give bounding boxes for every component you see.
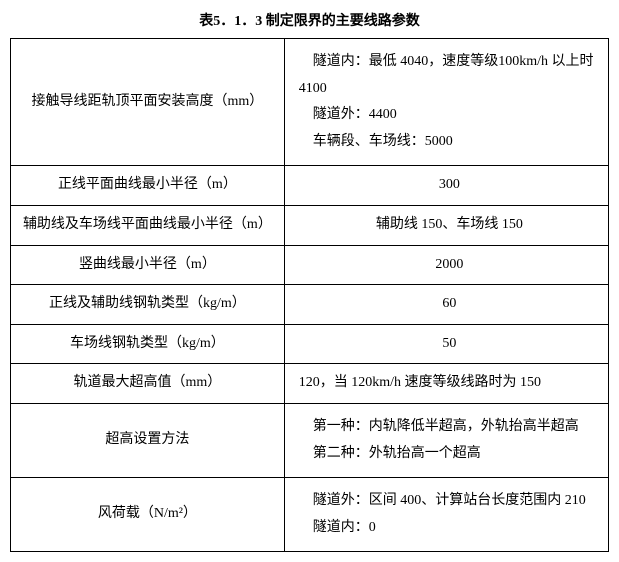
parameter-value: 第一种：内轨降低半超高，外轨抬高半超高 第二种：外轨抬高一个超高 [284, 403, 608, 477]
parameter-value: 辅助线 150、车场线 150 [284, 205, 608, 245]
table-row: 车场线钢轨类型（kg/m）50 [11, 324, 609, 364]
table-row: 竖曲线最小半径（m）2000 [11, 245, 609, 285]
table-row: 接触导线距轨顶平面安装高度（mm） 隧道内：最低 4040，速度等级100km/… [11, 39, 609, 166]
value-line: 第一种：内轨降低半超高，外轨抬高半超高 [299, 414, 600, 441]
table-row: 轨道最大超高值（mm）120，当 120km/h 速度等级线路时为 150 [11, 364, 609, 404]
value-line: 隧道内：0 [299, 515, 600, 542]
table-row: 风荷载（N/m²） 隧道外：区间 400、计算站台长度范围内 210 隧道内：0 [11, 478, 609, 552]
parameter-value: 300 [284, 166, 608, 206]
table-row: 超高设置方法 第一种：内轨降低半超高，外轨抬高半超高 第二种：外轨抬高一个超高 [11, 403, 609, 477]
parameter-label: 辅助线及车场线平面曲线最小半径（m） [11, 205, 285, 245]
table-row: 辅助线及车场线平面曲线最小半径（m）辅助线 150、车场线 150 [11, 205, 609, 245]
parameter-label: 风荷载（N/m²） [11, 478, 285, 552]
parameter-value: 120，当 120km/h 速度等级线路时为 150 [284, 364, 608, 404]
parameter-label: 正线及辅助线钢轨类型（kg/m） [11, 285, 285, 325]
value-line: 隧道外：4400 [299, 102, 600, 129]
parameter-value: 50 [284, 324, 608, 364]
table-title: 表5．1．3 制定限界的主要线路参数 [10, 10, 609, 30]
parameter-value: 2000 [284, 245, 608, 285]
parameters-table: 接触导线距轨顶平面安装高度（mm） 隧道内：最低 4040，速度等级100km/… [10, 38, 609, 552]
parameter-label: 接触导线距轨顶平面安装高度（mm） [11, 39, 285, 166]
value-line: 隧道内：最低 4040，速度等级100km/h 以上时 4100 [299, 49, 600, 102]
parameter-value: 隧道外：区间 400、计算站台长度范围内 210 隧道内：0 [284, 478, 608, 552]
parameter-value: 60 [284, 285, 608, 325]
parameter-label: 竖曲线最小半径（m） [11, 245, 285, 285]
parameter-value: 隧道内：最低 4040，速度等级100km/h 以上时 4100 隧道外：440… [284, 39, 608, 166]
value-line: 第二种：外轨抬高一个超高 [299, 441, 600, 468]
parameter-label: 正线平面曲线最小半径（m） [11, 166, 285, 206]
table-row: 正线平面曲线最小半径（m）300 [11, 166, 609, 206]
parameter-label: 车场线钢轨类型（kg/m） [11, 324, 285, 364]
value-line: 隧道外：区间 400、计算站台长度范围内 210 [299, 488, 600, 515]
parameter-label: 轨道最大超高值（mm） [11, 364, 285, 404]
value-line: 车辆段、车场线：5000 [299, 129, 600, 156]
parameter-label: 超高设置方法 [11, 403, 285, 477]
table-row: 正线及辅助线钢轨类型（kg/m）60 [11, 285, 609, 325]
